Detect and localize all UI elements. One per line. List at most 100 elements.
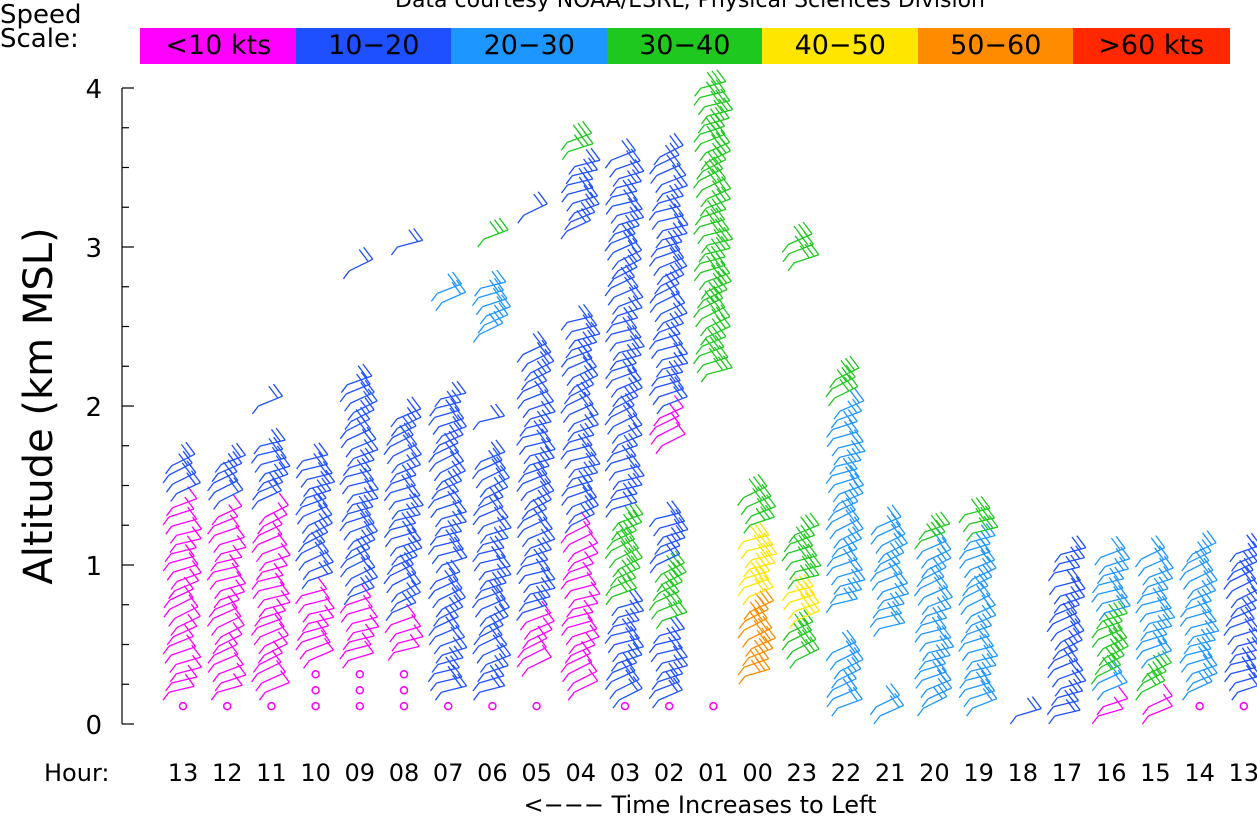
wind-barb [743,550,776,578]
hour-tick-label: 10 [300,759,331,787]
wind-barb [1230,585,1257,618]
wind-barb [475,286,508,316]
wind-barb [518,584,551,612]
wind-barb [434,499,468,528]
wind-barb [561,599,594,627]
wind-barb [385,590,417,622]
wind-barb [919,625,952,652]
wind-barb [250,606,283,636]
y-tick-label: 3 [85,234,102,264]
wind-barb [214,612,245,646]
wind-barb [697,217,730,245]
hour-tick-label: 13 [168,759,199,787]
wind-barb [610,295,643,325]
wind-barb [296,442,329,470]
wind-barb [695,294,726,328]
wind-barb [162,673,195,701]
wind-barb [1096,556,1130,585]
wind-barb [391,442,422,474]
hour-label: Hour: [44,759,109,787]
x-axis-label: <−−− Time Increases to Left [523,791,876,819]
wind-barb [1140,613,1173,642]
calm-marker [311,685,320,695]
wind-barb [652,311,685,341]
wind-barb [1095,584,1129,612]
wind-barb [653,132,684,166]
hour-tick-label: 03 [610,759,641,787]
wind-barb [918,643,951,671]
wind-barb [479,642,512,673]
speed-scale-label-line2: Scale: [0,24,79,54]
wind-barb [1187,618,1220,646]
wind-barb [252,640,283,673]
y-axis-label: Altitude (km MSL) [16,227,62,584]
wind-barb [742,574,774,606]
wind-barb [561,468,594,497]
wind-barb [168,594,199,627]
wind-barb [472,403,506,431]
calm-marker [488,701,497,711]
wind-barb [341,494,374,523]
wind-barb [1139,595,1172,623]
wind-barb [827,489,859,521]
wind-barb [1142,605,1176,632]
wind-barb [650,229,683,258]
wind-barb [1091,696,1124,725]
wind-barb [698,235,731,263]
wind-barb [473,673,506,701]
wind-barb [1134,535,1166,568]
wind-barb [650,589,683,620]
wind-barb [1052,545,1086,573]
wind-barb [214,442,247,473]
wind-barb [391,624,424,652]
wind-barb [258,670,291,701]
wind-barb [252,469,284,501]
wind-barb [251,383,284,415]
wind-barb [1231,540,1257,572]
wind-barb [965,592,996,625]
wind-barb [523,608,555,640]
wind-barb [655,599,688,629]
wind-barb [432,576,463,609]
wind-barb [654,550,685,583]
wind-barb [207,641,239,673]
wind-barb [654,262,685,295]
wind-barb [391,492,424,520]
wind-barb [566,658,598,692]
wind-barb [346,477,379,504]
wind-barb [781,221,813,253]
wind-barb [213,477,244,510]
wind-barb [390,579,421,612]
y-tick-label: 1 [85,552,102,582]
wind-barb [1048,592,1080,623]
wind-barb [565,484,598,516]
wind-barb [1141,566,1174,595]
wind-barb [606,229,638,261]
wind-barb [430,489,463,519]
wind-barb [656,300,688,332]
wind-barb [650,331,684,360]
wind-barb [163,576,194,609]
wind-barb [700,226,734,254]
wind-barb [958,496,991,524]
hour-tick-label: 02 [654,759,685,787]
wind-barb [435,585,466,618]
wind-barb [965,643,999,671]
wind-barb [741,615,773,648]
wind-barb [301,502,333,534]
wind-barb [1186,530,1217,563]
wind-barb [566,460,599,488]
wind-barb [826,536,858,567]
wind-barb [655,221,688,249]
wind-barb [916,684,948,717]
wind-barb [561,175,594,203]
wind-barb [611,598,645,626]
hour-tick-label: 04 [566,759,597,787]
hour-tick-label: 22 [831,759,862,787]
wind-barb [564,501,595,534]
wind-barb [523,566,556,594]
speed-bin-1: 10−20 [295,28,452,64]
wind-barb [1050,609,1081,642]
wind-barb [303,469,336,498]
wind-barb [521,516,553,548]
